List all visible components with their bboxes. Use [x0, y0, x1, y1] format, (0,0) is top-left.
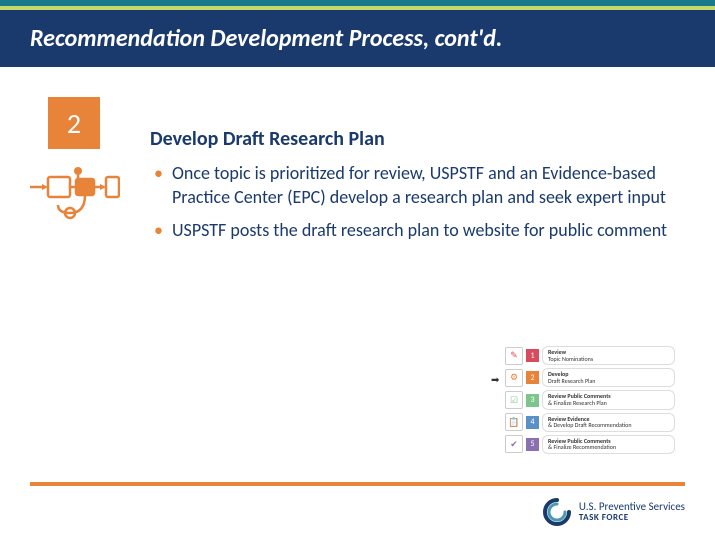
- mini-step-label: Review Evidence& Develop Draft Recommend…: [542, 413, 675, 432]
- bullet-item: USPSTF posts the draft research plan to …: [150, 218, 675, 242]
- mini-step-row: ➡ ⚙ 2 DevelopDraft Research Plan: [505, 368, 675, 387]
- mini-step-row: ☑ 3 Review Public Comments& Finalize Res…: [505, 390, 675, 409]
- mini-step-icon: ✔: [505, 435, 523, 453]
- mini-step-icon: ☑: [505, 391, 523, 409]
- mini-step-label: DevelopDraft Research Plan: [542, 368, 675, 387]
- step-text: Develop Draft Research Plan Once topic i…: [150, 97, 675, 242]
- mini-step-label: ReviewTopic Nominations: [542, 346, 675, 365]
- slide-title: Recommendation Development Process, cont…: [0, 10, 715, 67]
- step-heading: Develop Draft Research Plan: [150, 127, 675, 151]
- footer-stripe: [30, 482, 685, 486]
- mini-step-num: 2: [526, 371, 539, 384]
- mini-step-num: 3: [526, 394, 539, 407]
- mini-step-row: ✎ 1 ReviewTopic Nominations: [505, 346, 675, 365]
- mini-step-num: 4: [526, 416, 539, 429]
- active-step-arrow-icon: ➡: [491, 373, 499, 386]
- mini-step-icon: ✎: [505, 347, 523, 365]
- mini-step-label: Review Public Comments& Finalize Researc…: [542, 390, 675, 409]
- mini-step-row: ✔ 5 Review Public Comments& Finalize Rec…: [505, 435, 675, 454]
- bullet-list: Once topic is prioritized for review, US…: [150, 161, 675, 242]
- mini-step-label: Review Public Comments& Finalize Recomme…: [542, 435, 675, 454]
- step-number-badge: 2: [48, 97, 100, 149]
- logo-text: U.S. Preventive Services TASK FORCE: [579, 501, 685, 523]
- mini-step-icon: 📋: [505, 413, 523, 431]
- bullet-item: Once topic is prioritized for review, US…: [150, 161, 675, 210]
- mini-step-row: 📋 4 Review Evidence& Develop Draft Recom…: [505, 413, 675, 432]
- mini-step-num: 1: [526, 349, 539, 362]
- logo-swirl-icon: [543, 498, 571, 526]
- content-area: 2 Develop Draft Research Plan Once topic…: [0, 67, 715, 477]
- flowchart-icon: [30, 165, 120, 225]
- mini-step-num: 5: [526, 438, 539, 451]
- mini-step-icon: ⚙: [505, 369, 523, 387]
- uspstf-logo: U.S. Preventive Services TASK FORCE: [543, 498, 685, 526]
- mini-process-overview: ✎ 1 ReviewTopic Nominations ➡ ⚙ 2 Develo…: [505, 346, 675, 457]
